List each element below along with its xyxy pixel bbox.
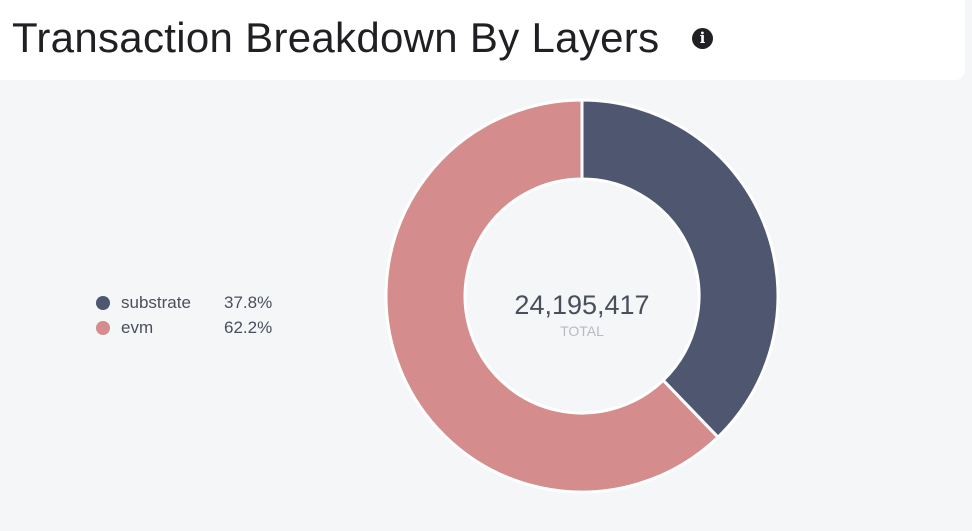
donut-slice-substrate[interactable] [580, 98, 780, 440]
legend-percent-substrate: 37.8% [224, 293, 273, 312]
donut-center-label: TOTAL [560, 323, 604, 339]
donut-slices [384, 98, 780, 494]
chart-area: substrate 37.8% evm 62.2% 24,195,417 TOT… [0, 80, 972, 531]
donut-chart: 24,195,417 TOTAL [384, 98, 780, 494]
legend-swatch-evm [96, 321, 110, 335]
chart-legend: substrate 37.8% evm 62.2% [96, 291, 296, 341]
chart-header: Transaction Breakdown By Layers i [0, 0, 965, 80]
legend-swatch-substrate [96, 296, 110, 310]
legend-item-substrate[interactable]: substrate 37.8% [96, 291, 296, 316]
info-icon[interactable]: i [692, 28, 713, 49]
legend-label-evm: evm [121, 318, 154, 337]
legend-label-substrate: substrate [121, 293, 191, 312]
donut-slice-evm[interactable] [384, 98, 721, 494]
legend-percent-evm: 62.2% [224, 318, 273, 337]
donut-center-value: 24,195,417 [514, 290, 649, 320]
chart-title: Transaction Breakdown By Layers [12, 14, 660, 61]
legend-item-evm[interactable]: evm 62.2% [96, 316, 296, 341]
